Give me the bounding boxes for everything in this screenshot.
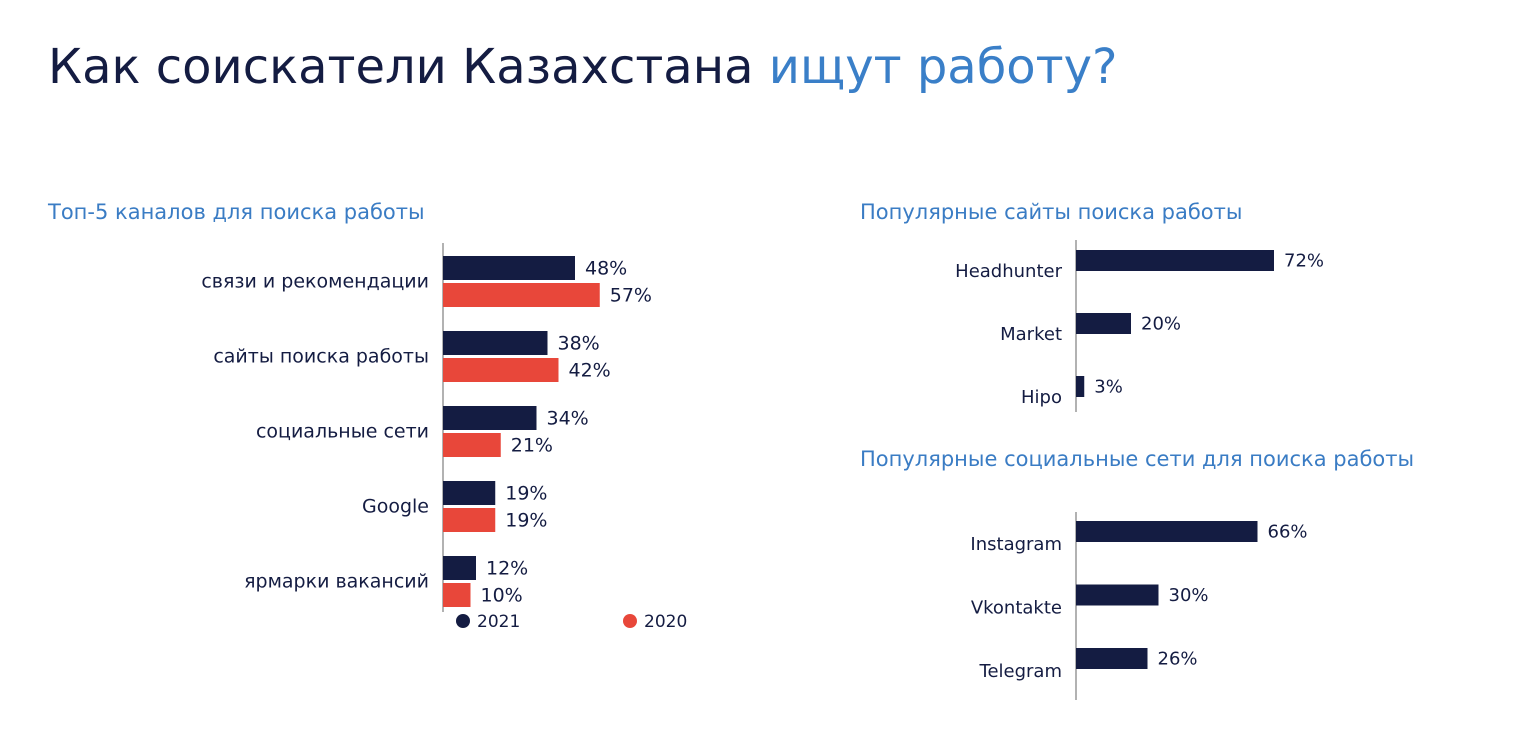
value-label: 21% [511, 435, 553, 457]
category-label: Hipo [1021, 387, 1062, 408]
title-main: Как соискатели Казахстана [48, 39, 754, 95]
chart-title: Топ-5 каналов для поиска работы [47, 200, 425, 224]
bar [443, 331, 548, 355]
bar [443, 358, 559, 382]
value-label: 12% [486, 558, 528, 580]
value-label: 19% [505, 483, 547, 505]
category-label: Vkontakte [971, 598, 1062, 619]
category-label: социальные сети [256, 421, 429, 443]
category-label: связи и рекомендации [201, 271, 429, 293]
category-label: Market [1000, 324, 1062, 345]
category-label: Headhunter [955, 261, 1062, 282]
bar [1076, 648, 1148, 669]
value-label: 3% [1094, 377, 1123, 398]
title-highlight: ищут работу? [769, 39, 1118, 95]
value-label: 48% [585, 258, 627, 280]
value-label: 30% [1169, 585, 1209, 606]
bar [1076, 521, 1258, 542]
category-label: Instagram [970, 534, 1062, 555]
bar [1076, 376, 1085, 397]
bar [443, 556, 476, 580]
value-label: 72% [1284, 251, 1324, 272]
legend-marker [623, 614, 637, 628]
bar [443, 283, 600, 307]
bar [443, 406, 537, 430]
bar [443, 583, 471, 607]
value-label: 34% [547, 408, 589, 430]
value-label: 57% [610, 285, 652, 307]
legend-label: 2021 [477, 612, 520, 632]
category-label: Google [362, 496, 429, 518]
bar [1076, 250, 1274, 271]
bar [443, 481, 496, 505]
value-label: 66% [1268, 522, 1308, 543]
value-label: 42% [569, 360, 611, 382]
legend-marker [456, 614, 470, 628]
bar [443, 433, 501, 457]
category-label: сайты поиска работы [213, 346, 429, 368]
category-label: ярмарки вакансий [244, 571, 429, 593]
legend-label: 2020 [644, 612, 687, 632]
category-label: Telegram [979, 661, 1062, 682]
bar [1076, 313, 1131, 334]
chart-title: Популярные сайты поиска работы [860, 200, 1242, 224]
slide-title: Как соискатели Казахстана ищут работу? [48, 39, 1118, 95]
value-label: 38% [558, 333, 600, 355]
value-label: 20% [1141, 314, 1181, 335]
chart-title: Популярные социальные сети для поиска ра… [860, 447, 1414, 471]
bar [443, 256, 575, 280]
value-label: 10% [481, 585, 523, 607]
value-label: 19% [505, 510, 547, 532]
bar [1076, 584, 1159, 606]
bar [443, 508, 496, 532]
value-label: 26% [1158, 649, 1198, 670]
